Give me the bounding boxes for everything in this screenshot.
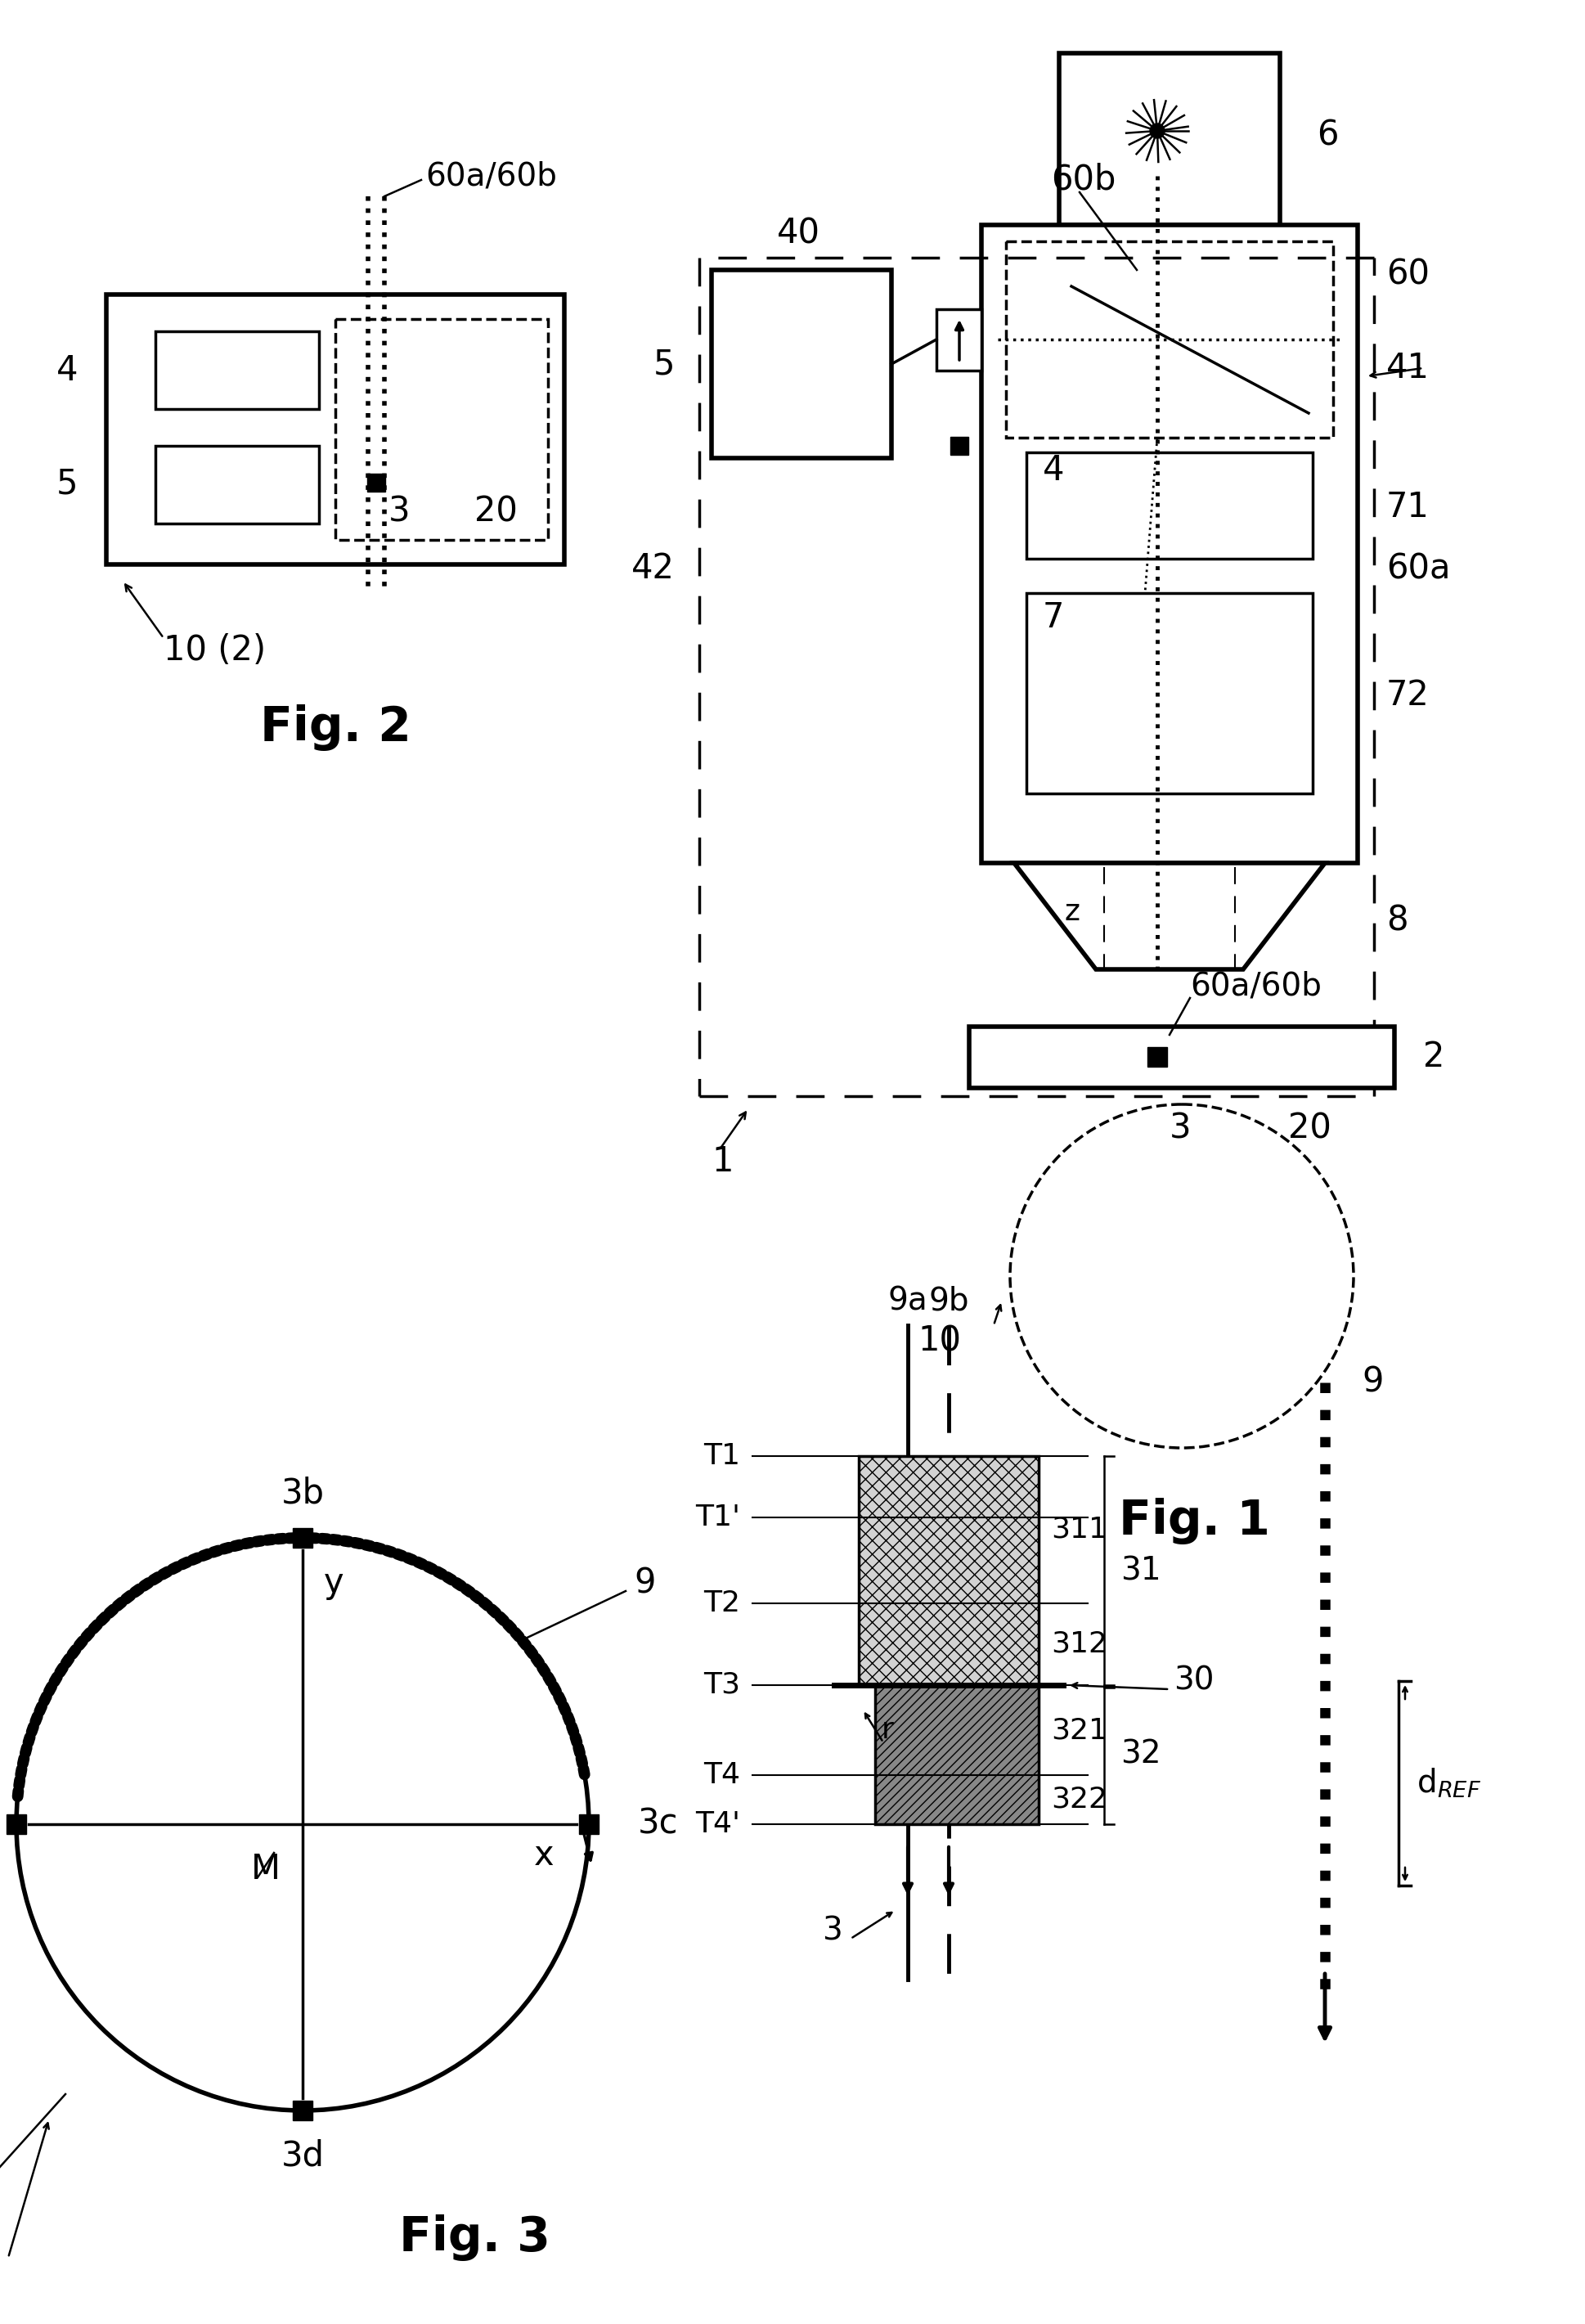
Bar <box>1027 593 1312 792</box>
Text: T4': T4' <box>696 1810 740 1838</box>
Text: 31: 31 <box>1121 1555 1162 1587</box>
Bar <box>293 2101 312 2119</box>
Text: 311: 311 <box>1051 1515 1108 1543</box>
Bar <box>368 474 385 493</box>
Bar <box>981 225 1358 862</box>
Bar <box>951 437 968 456</box>
Text: 42: 42 <box>631 551 675 586</box>
Text: 6: 6 <box>1317 119 1338 151</box>
Text: T1': T1' <box>696 1504 740 1532</box>
Text: 9: 9 <box>634 1566 656 1599</box>
Text: 71: 71 <box>1387 490 1430 525</box>
Text: 3d: 3d <box>281 2138 325 2173</box>
Text: 60a/60b: 60a/60b <box>425 160 556 191</box>
Text: 60b: 60b <box>1051 163 1116 198</box>
Text: 9a: 9a <box>888 1285 927 1315</box>
Text: T1: T1 <box>704 1443 740 1471</box>
Text: 312: 312 <box>1051 1631 1108 1657</box>
Text: M: M <box>250 1852 281 1887</box>
Text: 8: 8 <box>1387 904 1407 937</box>
Text: 9b: 9b <box>929 1285 968 1315</box>
Text: 4: 4 <box>55 353 78 388</box>
Text: x: x <box>534 1838 553 1873</box>
Text: 3: 3 <box>823 1915 842 1945</box>
Text: 321: 321 <box>1051 1715 1108 1743</box>
Text: 3: 3 <box>388 495 411 528</box>
Bar <box>968 1027 1395 1088</box>
Text: T4: T4 <box>704 1762 740 1789</box>
Text: 40: 40 <box>777 216 821 251</box>
Text: 4: 4 <box>1043 453 1065 488</box>
Bar <box>579 1815 599 1834</box>
Text: T2: T2 <box>704 1590 740 1618</box>
Bar <box>106 295 564 565</box>
Text: 41: 41 <box>1387 351 1430 386</box>
Text: 60a/60b: 60a/60b <box>1190 969 1322 1002</box>
Text: 72: 72 <box>1387 679 1430 713</box>
Text: r: r <box>881 1715 894 1743</box>
Text: 3c: 3c <box>637 1808 678 1841</box>
Bar <box>712 270 891 458</box>
Text: y: y <box>323 1566 344 1599</box>
Text: 30: 30 <box>1173 1666 1214 1697</box>
Text: 60a: 60a <box>1387 551 1450 586</box>
Text: 10 (2): 10 (2) <box>163 632 266 667</box>
Text: 20: 20 <box>1289 1111 1331 1146</box>
Bar <box>155 446 319 523</box>
Bar <box>859 1457 1038 1685</box>
Text: 2: 2 <box>1423 1039 1444 1074</box>
Text: 10: 10 <box>918 1325 961 1360</box>
Polygon shape <box>1014 862 1325 969</box>
Bar <box>875 1685 1038 1824</box>
Text: 5: 5 <box>653 346 675 381</box>
Circle shape <box>1149 123 1165 137</box>
Text: 20: 20 <box>474 495 518 528</box>
Text: T3: T3 <box>704 1671 740 1699</box>
Bar <box>6 1815 27 1834</box>
Text: d$_{REF}$: d$_{REF}$ <box>1417 1766 1482 1799</box>
Bar <box>1059 53 1281 225</box>
Text: 3b: 3b <box>281 1476 325 1511</box>
Bar <box>293 1529 312 1548</box>
Bar <box>1027 453 1312 558</box>
Text: Fig. 1: Fig. 1 <box>1119 1499 1270 1545</box>
Text: Fig. 2: Fig. 2 <box>260 704 411 751</box>
Bar <box>155 332 319 409</box>
Text: 2: 2 <box>0 2252 3 2287</box>
Bar <box>1148 1048 1167 1067</box>
Text: 1: 1 <box>712 1143 734 1178</box>
Text: 60: 60 <box>1387 258 1430 290</box>
Text: 32: 32 <box>1121 1738 1160 1771</box>
Text: 5: 5 <box>55 467 78 502</box>
Text: 9: 9 <box>1362 1364 1384 1399</box>
Text: 322: 322 <box>1051 1785 1108 1813</box>
Text: 3: 3 <box>1170 1111 1192 1146</box>
Text: z: z <box>1064 897 1079 925</box>
Text: 7: 7 <box>1043 600 1065 634</box>
Text: Fig. 3: Fig. 3 <box>399 2215 550 2261</box>
Bar <box>937 309 981 370</box>
